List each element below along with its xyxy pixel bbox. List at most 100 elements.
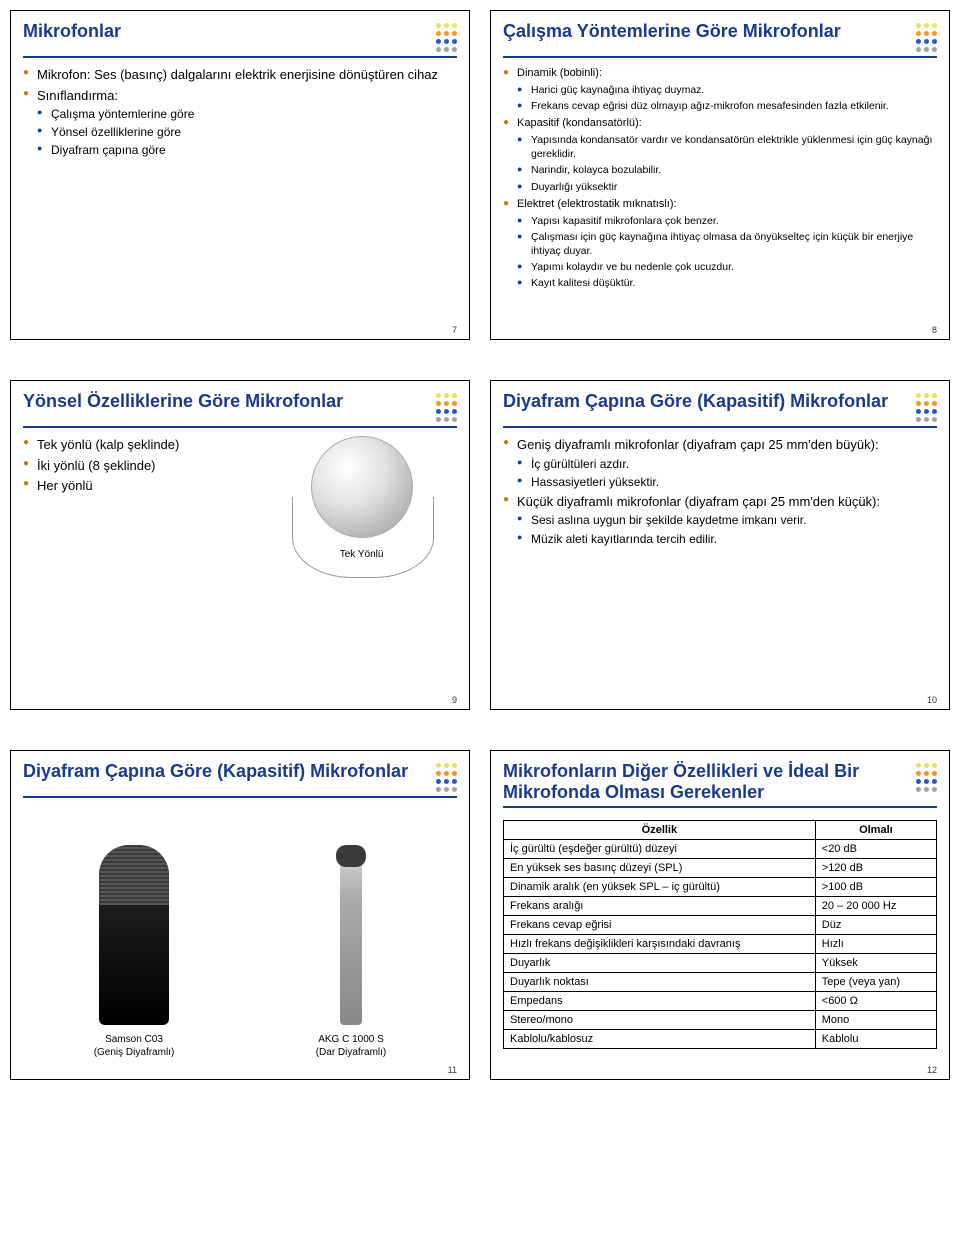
spec-name: Kablolu/kablosuz <box>504 1030 816 1049</box>
slide-title: Mikrofonların Diğer Özellikleri ve İdeal… <box>503 761 916 802</box>
mic-card-small: AKG C 1000 S (Dar Diyaframlı) <box>316 845 387 1059</box>
spec-value: Kablolu <box>815 1030 936 1049</box>
handout-sheet: Mikrofonlar Mikrofon: Ses (basınç) dalga… <box>0 0 960 1090</box>
table-head-row: Özellik Olmalı <box>504 821 937 840</box>
slide-title: Diyafram Çapına Göre (Kapasitif) Mikrofo… <box>503 391 896 412</box>
sub-item: Yapımı kolaydır ve bu nedenle çok ucuzdu… <box>517 260 937 274</box>
slide-head: Diyafram Çapına Göre (Kapasitif) Mikrofo… <box>503 391 937 428</box>
bullet-item: Geniş diyaframlı mikrofonlar (diyafram ç… <box>503 436 937 490</box>
table-row: Dinamik aralık (en yüksek SPL – iç gürül… <box>504 878 937 897</box>
sub-item: Harici güç kaynağına ihtiyaç duymaz. <box>517 83 937 97</box>
bullet-item: Dinamik (bobinli): Harici güç kaynağına … <box>503 66 937 113</box>
spec-name: Empedans <box>504 992 816 1011</box>
spec-value: >100 dB <box>815 878 936 897</box>
sub-list: Harici güç kaynağına ihtiyaç duymaz. Fre… <box>517 83 937 113</box>
mic-image-small <box>340 845 362 1025</box>
sub-list: İç gürültüleri azdır. Hassasiyetleri yük… <box>517 456 937 490</box>
decor-dots <box>916 21 937 52</box>
spec-name: Stereo/mono <box>504 1011 816 1030</box>
slide-title: Çalışma Yöntemlerine Göre Mikrofonlar <box>503 21 849 42</box>
spec-name: En yüksek ses basınç düzeyi (SPL) <box>504 859 816 878</box>
col-header: Özellik <box>504 821 816 840</box>
spec-name: Duyarlık <box>504 954 816 973</box>
spec-name: Duyarlık noktası <box>504 973 816 992</box>
decor-dots <box>436 391 457 422</box>
bullet-list: Dinamik (bobinli): Harici güç kaynağına … <box>503 66 937 293</box>
bullet-text: Sınıflandırma: <box>37 88 118 103</box>
spec-name: Frekans aralığı <box>504 897 816 916</box>
spec-value: Tepe (veya yan) <box>815 973 936 992</box>
sub-item: Duyarlığı yüksektir <box>517 180 937 194</box>
sub-item: Çalışma yöntemlerine göre <box>37 106 457 122</box>
slide-head: Mikrofonların Diğer Özellikleri ve İdeal… <box>503 761 937 808</box>
sub-item: Diyafram çapına göre <box>37 142 457 158</box>
mic-sub: (Geniş Diyaframlı) <box>94 1046 175 1059</box>
slide-8: Çalışma Yöntemlerine Göre Mikrofonlar Di… <box>490 10 950 340</box>
page-number: 7 <box>23 319 457 335</box>
slide-head: Mikrofonlar <box>23 21 457 58</box>
bullet-item: Sınıflandırma: Çalışma yöntemlerine göre… <box>23 87 457 159</box>
table-row: Frekans aralığı20 – 20 000 Hz <box>504 897 937 916</box>
spec-value: Düz <box>815 916 936 935</box>
spec-value: Hızlı <box>815 935 936 954</box>
sub-item: Hassasiyetleri yüksektir. <box>517 474 937 490</box>
col-header: Olmalı <box>815 821 936 840</box>
bullet-text: Elektret (elektrostatik mıknatıslı): <box>517 198 677 210</box>
mic-sub: (Dar Diyaframlı) <box>316 1046 387 1059</box>
sub-item: İç gürültüleri azdır. <box>517 456 937 472</box>
spec-name: Frekans cevap eğrisi <box>504 916 816 935</box>
slide-9: Yönsel Özelliklerine Göre Mikrofonlar Te… <box>10 380 470 710</box>
sub-item: Müzik aleti kayıtlarında tercih edilir. <box>517 531 937 547</box>
bullet-item: Kapasitif (kondansatörlü): Yapısında kon… <box>503 116 937 194</box>
content-row: Tek yönlü (kalp şeklinde) İki yönlü (8 ş… <box>23 436 457 560</box>
spec-value: Mono <box>815 1011 936 1030</box>
bullet-text: Geniş diyaframlı mikrofonlar (diyafram ç… <box>517 437 879 452</box>
slide-7: Mikrofonlar Mikrofon: Ses (basınç) dalga… <box>10 10 470 340</box>
spec-name: Hızlı frekans değişiklikleri karşısındak… <box>504 935 816 954</box>
sub-item: Frekans cevap eğrisi düz olmayıp ağız-mi… <box>517 99 937 113</box>
decor-dots <box>436 21 457 52</box>
table-row: Kablolu/kablosuzKablolu <box>504 1030 937 1049</box>
bullet-text: Kapasitif (kondansatörlü): <box>517 117 642 129</box>
sub-item: Yapısı kapasitif mikrofonlara çok benzer… <box>517 214 937 228</box>
table-row: Frekans cevap eğrisiDüz <box>504 916 937 935</box>
spec-value: <600 Ω <box>815 992 936 1011</box>
polar-pattern-image <box>311 436 413 538</box>
bullet-list: Geniş diyaframlı mikrofonlar (diyafram ç… <box>503 436 937 550</box>
sub-list: Yapısında kondansatör vardır ve kondansa… <box>517 133 937 194</box>
page-number: 11 <box>23 1059 457 1075</box>
spec-value: <20 dB <box>815 840 936 859</box>
page-number: 9 <box>23 689 457 705</box>
spec-name: Dinamik aralık (en yüksek SPL – iç gürül… <box>504 878 816 897</box>
spec-name: İç gürültü (eşdeğer gürültü) düzeyi <box>504 840 816 859</box>
spec-value: 20 – 20 000 Hz <box>815 897 936 916</box>
sub-item: Çalışması için güç kaynağına ihtiyaç olm… <box>517 230 937 258</box>
bullet-text: Dinamik (bobinli): <box>517 67 602 79</box>
mic-name: Samson C03 <box>94 1033 175 1046</box>
page-number: 10 <box>503 689 937 705</box>
mic-row: Samson C03 (Geniş Diyaframlı) AKG C 1000… <box>23 810 457 1059</box>
table-row: DuyarlıkYüksek <box>504 954 937 973</box>
slide-10: Diyafram Çapına Göre (Kapasitif) Mikrofo… <box>490 380 950 710</box>
mic-card-large: Samson C03 (Geniş Diyaframlı) <box>94 845 175 1059</box>
table-body: İç gürültü (eşdeğer gürültü) düzeyi<20 d… <box>504 840 937 1049</box>
table-row: Hızlı frekans değişiklikleri karşısındak… <box>504 935 937 954</box>
bullet-item: Tek yönlü (kalp şeklinde) <box>23 436 256 454</box>
bullet-list: Tek yönlü (kalp şeklinde) İki yönlü (8 ş… <box>23 436 256 495</box>
slide-title: Yönsel Özelliklerine Göre Mikrofonlar <box>23 391 351 412</box>
sub-list: Sesi aslına uygun bir şekilde kaydetme i… <box>517 512 937 546</box>
bullet-item: İki yönlü (8 şeklinde) <box>23 457 256 475</box>
table-row: İç gürültü (eşdeğer gürültü) düzeyi<20 d… <box>504 840 937 859</box>
slide-11: Diyafram Çapına Göre (Kapasitif) Mikrofo… <box>10 750 470 1080</box>
sub-item: Yapısında kondansatör vardır ve kondansa… <box>517 133 937 161</box>
slide-head: Yönsel Özelliklerine Göre Mikrofonlar <box>23 391 457 428</box>
page-number: 12 <box>503 1059 937 1075</box>
bullet-item: Mikrofon: Ses (basınç) dalgalarını elekt… <box>23 66 457 84</box>
bullet-list: Mikrofon: Ses (basınç) dalgalarını elekt… <box>23 66 457 162</box>
spec-value: Yüksek <box>815 954 936 973</box>
sub-item: Sesi aslına uygun bir şekilde kaydetme i… <box>517 512 937 528</box>
sub-list: Çalışma yöntemlerine göre Yönsel özellik… <box>37 106 457 159</box>
table-row: Stereo/monoMono <box>504 1011 937 1030</box>
mic-image-large <box>99 845 169 1025</box>
bullet-text: Küçük diyaframlı mikrofonlar (diyafram ç… <box>517 494 880 509</box>
